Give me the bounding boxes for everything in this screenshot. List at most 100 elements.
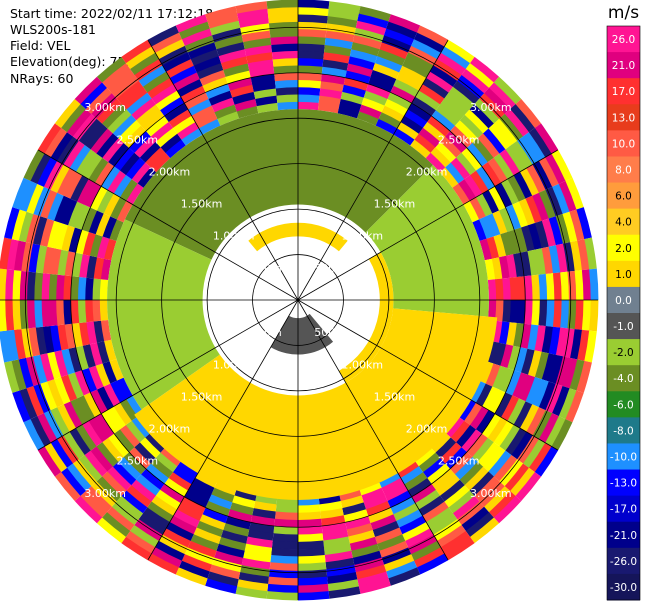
noise-gate	[277, 101, 298, 111]
radial-line	[297, 149, 559, 301]
noise-gate	[196, 62, 224, 80]
noise-gate	[298, 79, 322, 89]
noise-gate	[121, 490, 148, 514]
noise-gate	[357, 571, 389, 587]
noise-gate	[32, 354, 48, 384]
noise-gate	[63, 401, 83, 429]
velocity-region	[298, 109, 433, 233]
noise-gate	[372, 520, 400, 538]
noise-gate	[452, 495, 480, 520]
noise-gate	[538, 413, 560, 443]
noise-gate	[532, 160, 553, 190]
noise-gate	[411, 38, 441, 60]
noise-gate	[489, 82, 516, 109]
noise-gate	[12, 270, 22, 300]
colorbar-tick-label: 4.0	[615, 217, 632, 229]
noise-gate	[270, 35, 298, 46]
noise-gate	[101, 512, 131, 538]
noise-gate	[464, 466, 489, 491]
noise-gate	[80, 491, 107, 518]
noise-gate	[12, 390, 31, 423]
noise-gate	[461, 506, 490, 532]
noise-gate	[298, 511, 322, 521]
noise-gate	[162, 52, 191, 72]
noise-gate	[184, 91, 209, 110]
noise-gate	[26, 385, 44, 417]
noise-gate	[492, 210, 508, 235]
noise-gate	[584, 237, 597, 270]
noise-gate	[33, 300, 44, 328]
noise-gate	[83, 182, 102, 208]
range-ring-label: 3.00km	[84, 101, 126, 114]
noise-gate	[180, 496, 206, 515]
noise-gate	[488, 450, 512, 477]
noise-gate	[150, 121, 173, 142]
start-time-label: Start time: 2022/02/11 17:12:18	[10, 6, 214, 21]
noise-gate	[348, 529, 376, 545]
noise-gate	[444, 39, 475, 64]
noise-gate	[317, 102, 340, 114]
noise-gate	[66, 108, 92, 137]
noise-gate	[444, 536, 475, 561]
noise-gate	[195, 111, 218, 129]
noise-gate	[414, 547, 445, 568]
noise-gate	[0, 237, 12, 270]
noise-gate	[150, 152, 171, 173]
noise-gate	[202, 507, 228, 524]
noise-gate	[352, 34, 382, 50]
noise-gate	[560, 300, 570, 329]
range-ring-label: 1.00km	[341, 358, 383, 371]
noise-gate	[53, 376, 71, 405]
range-ring-label: 2.50km	[438, 455, 480, 468]
noise-gate	[178, 21, 210, 40]
noise-gate	[126, 92, 152, 115]
noise-gate	[84, 277, 94, 300]
noise-gate	[26, 271, 36, 300]
noise-gate	[102, 361, 117, 384]
noise-gate	[470, 56, 500, 83]
noise-gate	[327, 15, 358, 28]
noise-gate	[74, 204, 91, 230]
noise-gate	[140, 109, 165, 132]
colorbar-tick-label: 21.0	[612, 60, 635, 72]
noise-gate	[227, 509, 253, 523]
noise-gate	[139, 141, 161, 163]
noise-gate	[552, 385, 570, 417]
noise-gate	[415, 90, 441, 111]
noise-gate	[198, 118, 221, 135]
noise-gate	[70, 398, 89, 425]
noise-gate	[411, 483, 437, 504]
noise-gate	[298, 518, 322, 528]
noise-gate	[184, 547, 215, 565]
range-ring-label: 500m	[314, 262, 346, 275]
noise-gate	[155, 452, 178, 473]
noise-gate	[327, 8, 359, 21]
noise-gate	[489, 491, 516, 518]
noise-gate	[236, 105, 259, 119]
noise-gate	[106, 506, 135, 532]
noise-gate	[445, 130, 468, 153]
noise-gate	[458, 178, 477, 201]
noise-gate	[134, 442, 156, 464]
noise-gate	[521, 225, 535, 252]
noise-gate	[298, 576, 328, 586]
noise-gate	[482, 386, 500, 411]
noise-gate	[39, 218, 55, 247]
range-ring-label: 1.50km	[374, 390, 416, 403]
noise-gate	[72, 459, 97, 487]
noise-gate	[359, 104, 382, 119]
noise-gate	[466, 433, 489, 458]
noise-gate	[30, 416, 51, 447]
noise-gate	[374, 55, 403, 73]
noise-gate	[90, 92, 117, 119]
colorbar-swatch	[607, 156, 640, 184]
noise-gate	[178, 560, 210, 579]
noise-gate	[267, 583, 298, 594]
noise-gate	[386, 560, 418, 579]
noise-gate	[135, 474, 161, 497]
noise-gate	[214, 550, 244, 566]
noise-gate	[340, 91, 364, 105]
noise-gate	[53, 222, 69, 250]
noise-gate	[74, 370, 91, 396]
noise-gate	[526, 164, 546, 193]
